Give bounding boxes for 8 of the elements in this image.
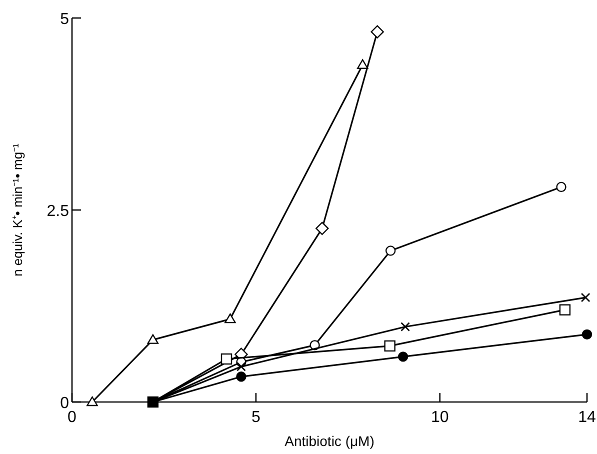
- y-tick-label: 2.5: [46, 203, 70, 220]
- x-tick-label: 10: [430, 409, 449, 426]
- x-axis-title: Antibiotic (μM): [284, 433, 374, 449]
- y-tick-label: 0: [60, 395, 70, 412]
- y-axis-title: n equiv. K⁺• min⁻¹• mg⁻¹: [10, 142, 25, 276]
- x-tick-label: 5: [251, 409, 260, 426]
- y-tick-label: 5: [60, 11, 70, 28]
- x-tick-label: 14: [578, 409, 596, 426]
